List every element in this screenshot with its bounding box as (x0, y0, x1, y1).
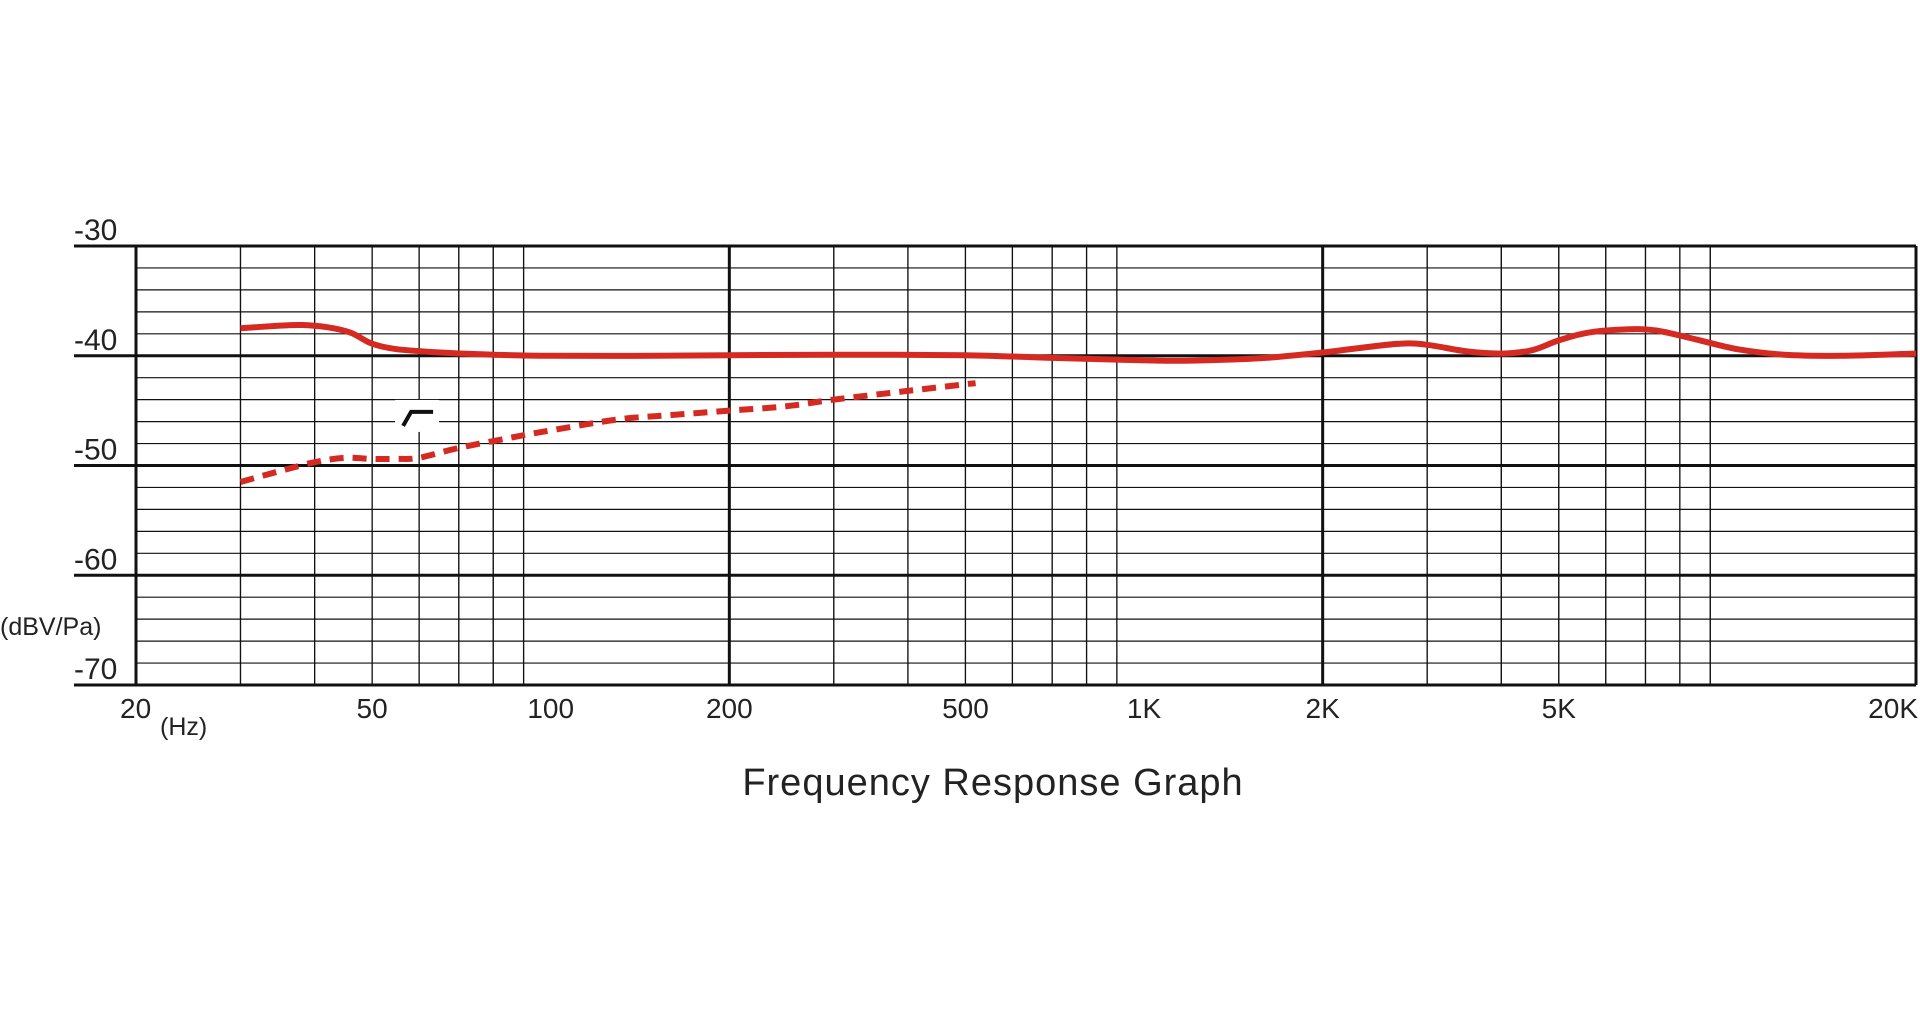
x-tick-label: 5K (1542, 693, 1577, 724)
annotations (395, 399, 440, 432)
x-axis-unit-label: (Hz) (160, 713, 207, 741)
major-grid (74, 244, 1918, 687)
y-tick-label: -40 (74, 324, 117, 357)
y-tick-label: -60 (74, 543, 117, 576)
y-tick-label: -50 (74, 434, 117, 467)
chart-title: Frequency Response Graph (742, 762, 1243, 804)
series-line-dashed (239, 380, 976, 485)
series-lines (239, 321, 1917, 485)
y-tick-labels: -30 -40 -50 -60 -70 (74, 214, 117, 686)
x-tick-label: 1K (1127, 693, 1162, 724)
x-tick-label: 20K (1868, 693, 1918, 724)
minor-grid (136, 246, 1916, 685)
y-tick-label: -30 (74, 214, 117, 247)
low-cut-switch-icon (401, 409, 434, 427)
x-tick-label: 20 (120, 693, 151, 724)
x-tick-label: 100 (527, 693, 574, 724)
y-tick-label: -70 (74, 653, 117, 686)
x-tick-label: 500 (942, 693, 989, 724)
series-line-solid (240, 321, 1917, 364)
x-tick-label: 2K (1306, 693, 1341, 724)
y-axis-unit-label: (dBV/Pa) (0, 613, 101, 641)
annotation-background (395, 399, 440, 432)
x-tick-label: 50 (357, 693, 388, 724)
x-tick-labels: 20 50 100 200 500 1K 2K 5K 20K (120, 693, 1918, 724)
x-tick-label: 200 (706, 693, 753, 724)
